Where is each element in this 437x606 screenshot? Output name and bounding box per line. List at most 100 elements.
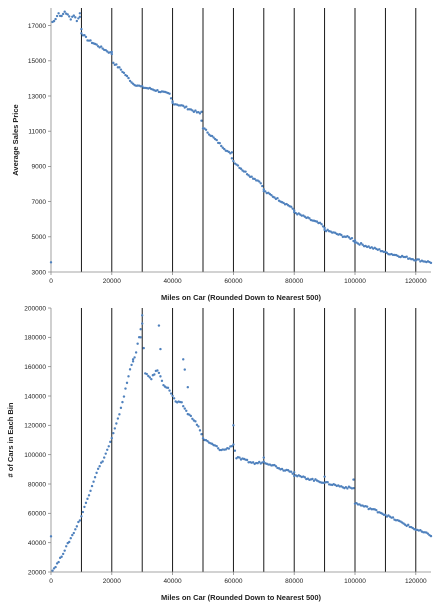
data-point <box>51 569 54 572</box>
data-point <box>61 12 65 16</box>
data-point <box>264 190 267 193</box>
data-point <box>156 369 159 372</box>
data-point <box>169 392 173 395</box>
data-point <box>311 477 314 481</box>
data-point <box>206 439 209 443</box>
data-point <box>156 89 159 92</box>
data-point <box>127 76 130 80</box>
data-point <box>147 374 150 378</box>
data-point <box>78 12 82 15</box>
data-point <box>72 531 76 535</box>
data-point <box>162 383 165 387</box>
y-axis-label: Average Sales Price <box>11 104 20 175</box>
data-point <box>247 174 250 177</box>
data-point <box>429 261 433 265</box>
data-point <box>141 322 144 325</box>
data-point <box>75 19 79 23</box>
data-point <box>125 381 129 385</box>
data-point <box>95 471 98 475</box>
data-point <box>323 475 326 478</box>
data-point <box>99 45 103 48</box>
data-points <box>49 10 433 265</box>
data-point <box>180 401 183 404</box>
data-point <box>239 167 243 170</box>
data-point <box>259 182 262 185</box>
data-point <box>230 157 234 160</box>
data-point <box>419 529 422 532</box>
data-point <box>169 97 173 100</box>
x-axis-label: Miles on Car (Rounded Down to Nearest 50… <box>161 293 322 302</box>
data-point <box>308 217 311 220</box>
data-point <box>171 100 174 103</box>
x-tick-label: 100000 <box>344 578 366 585</box>
data-point <box>195 423 199 427</box>
data-point <box>378 248 381 251</box>
data-point <box>200 119 203 122</box>
data-point <box>245 458 249 462</box>
data-point <box>87 494 91 497</box>
data-point <box>276 196 279 200</box>
data-point <box>282 201 285 205</box>
data-point <box>201 436 205 440</box>
data-point <box>124 387 127 390</box>
data-point <box>244 170 247 173</box>
data-point <box>142 346 145 350</box>
data-point <box>63 10 66 13</box>
data-point <box>361 243 364 246</box>
data-point <box>96 467 100 471</box>
data-point <box>160 379 164 383</box>
data-point <box>145 372 148 376</box>
data-point <box>55 14 59 18</box>
data-point <box>194 109 197 112</box>
y-tick-label: 60000 <box>28 511 46 518</box>
data-point <box>407 523 410 527</box>
data-point <box>125 74 129 78</box>
data-point <box>429 534 433 538</box>
data-point <box>95 43 98 46</box>
data-point <box>232 443 235 446</box>
data-point <box>134 351 138 354</box>
data-point <box>238 456 241 459</box>
x-tick-label: 40000 <box>164 278 182 285</box>
data-point <box>77 17 80 20</box>
data-point <box>113 427 117 430</box>
data-point <box>227 447 231 450</box>
data-point <box>171 394 174 398</box>
data-point <box>293 209 296 212</box>
data-point <box>185 105 188 108</box>
data-point <box>274 465 278 468</box>
data-point <box>74 528 77 531</box>
data-point <box>182 358 185 361</box>
data-point <box>49 535 53 538</box>
data-point <box>128 79 132 83</box>
data-point <box>131 358 135 361</box>
data-point <box>220 144 223 148</box>
data-point <box>426 532 430 535</box>
data-point <box>384 513 387 517</box>
x-tick-label: 80000 <box>285 278 303 285</box>
data-point <box>293 471 296 474</box>
x-tick-label: 120000 <box>405 278 427 285</box>
data-point <box>236 164 240 167</box>
data-point <box>127 375 130 378</box>
data-point <box>189 414 193 418</box>
data-point <box>128 368 132 371</box>
x-axis-label: Miles on Car (Rounded Down to Nearest 50… <box>161 593 322 602</box>
data-point <box>350 236 354 240</box>
data-point <box>258 180 261 183</box>
data-point <box>321 225 325 228</box>
y-tick-label: 80000 <box>28 481 46 488</box>
data-point <box>153 373 156 376</box>
data-point <box>116 417 120 420</box>
data-point <box>84 501 88 505</box>
data-point <box>391 516 395 519</box>
data-point <box>221 146 224 149</box>
data-point <box>141 314 144 317</box>
data-point <box>112 431 115 435</box>
data-point <box>405 255 408 258</box>
data-point <box>232 159 235 163</box>
data-point <box>375 508 378 512</box>
data-point <box>262 456 265 459</box>
data-point <box>262 460 265 463</box>
data-point <box>141 85 144 88</box>
